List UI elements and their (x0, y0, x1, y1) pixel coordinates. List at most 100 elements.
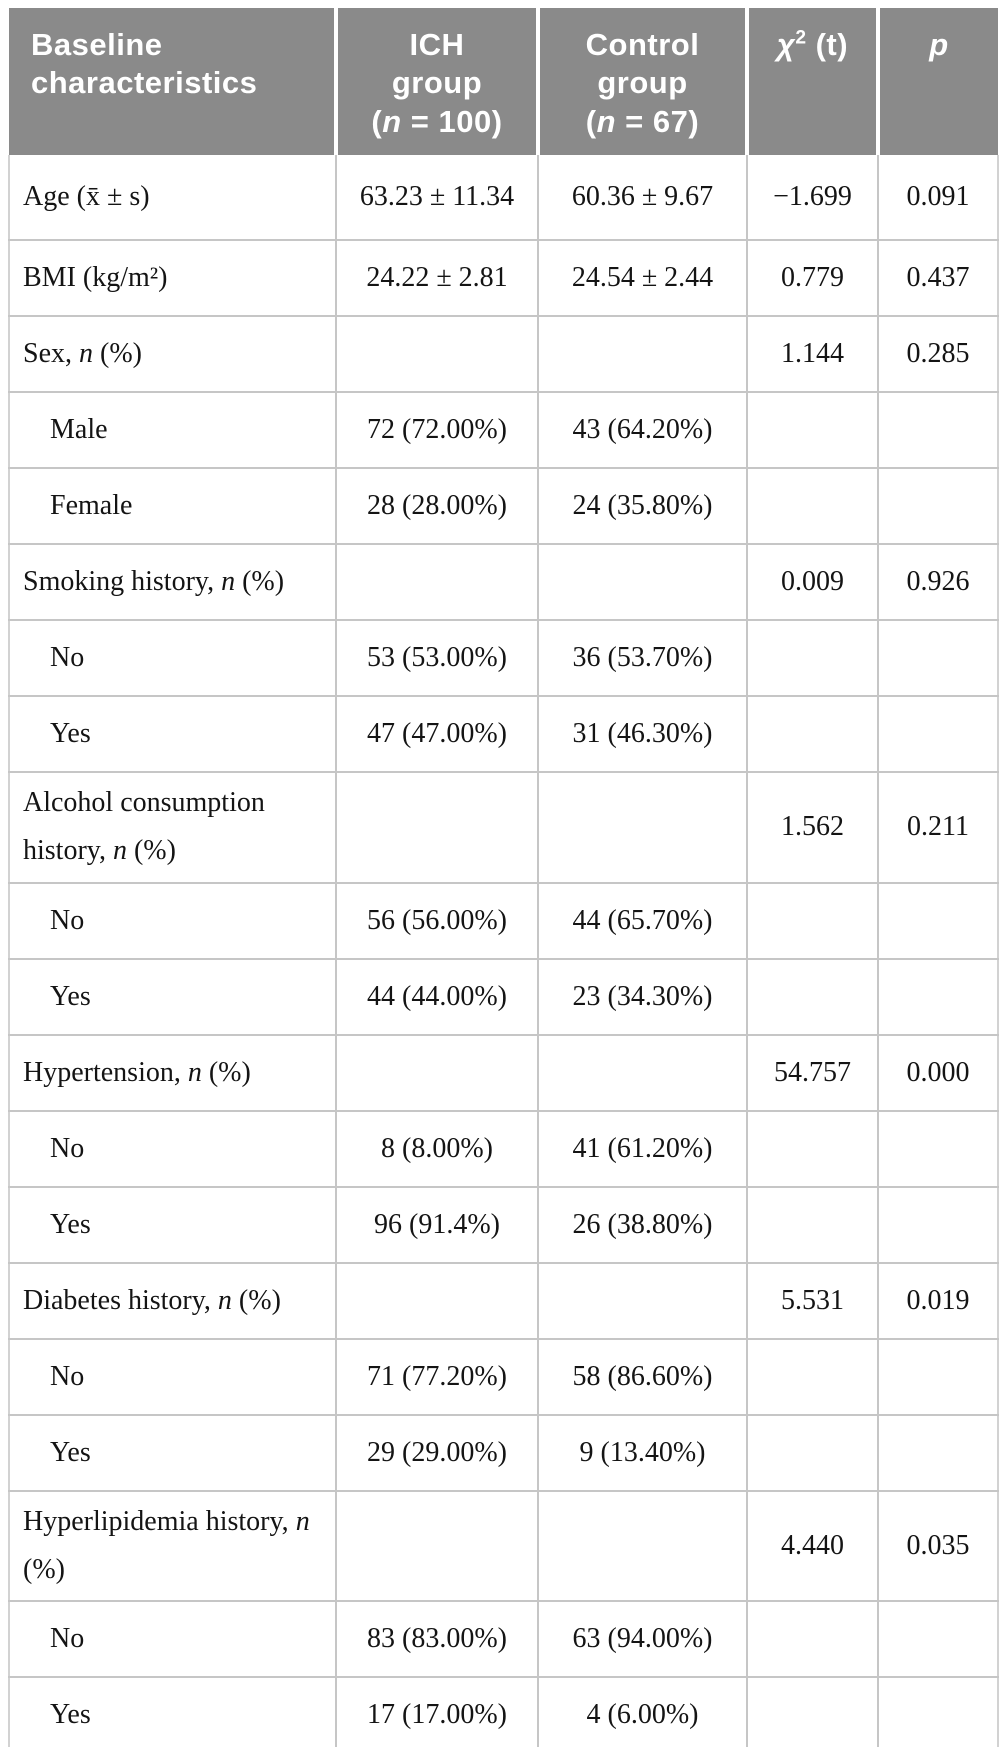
ich-group-value: 8 (8.00%) (335, 1109, 539, 1188)
control-group-value (537, 771, 748, 884)
row-label: Smoking history, n (%) (8, 543, 337, 622)
ich-group-value: 17 (17.00%) (335, 1675, 539, 1747)
chi-square-value (746, 391, 879, 470)
header-chi-square-t: χ2 (t) (745, 8, 880, 156)
row-label: Yes (8, 957, 337, 1036)
control-group-value (537, 543, 748, 622)
p-value: 0.091 (877, 155, 999, 242)
ich-group-value: 24.22 ± 2.81 (335, 239, 539, 318)
ich-group-value (335, 315, 539, 394)
p-value (877, 695, 999, 774)
control-group-value (537, 1033, 748, 1112)
control-group-value (537, 1489, 748, 1602)
control-group-value: 9 (13.40%) (537, 1413, 748, 1492)
chi-square-value: 0.009 (746, 543, 879, 622)
p-value: 0.437 (877, 239, 999, 318)
row-label: No (8, 619, 337, 698)
table-row: Yes 47 (47.00%) 31 (46.30%) (8, 695, 999, 774)
chi-square-value: 4.440 (746, 1489, 879, 1602)
ich-group-value (335, 1489, 539, 1602)
control-group-value: 58 (86.60%) (537, 1337, 748, 1416)
p-value (877, 957, 999, 1036)
row-label: Sex, n (%) (8, 315, 337, 394)
table-header: Baseline characteristics ICH group (n = 10… (9, 8, 998, 156)
chi-square-value (746, 1599, 879, 1678)
header-baseline-characteristics: Baseline characteristics (9, 8, 338, 156)
ich-group-value: 53 (53.00%) (335, 619, 539, 698)
header-row: Baseline characteristics ICH group (n = 10… (9, 8, 998, 156)
control-group-value: 36 (53.70%) (537, 619, 748, 698)
chi-square-value: 1.144 (746, 315, 879, 394)
row-label: No (8, 1599, 337, 1678)
chi-square-value (746, 1337, 879, 1416)
p-value (877, 1675, 999, 1747)
ich-group-value: 63.23 ± 11.34 (335, 155, 539, 242)
control-group-value: 26 (38.80%) (537, 1185, 748, 1264)
chi-square-value: −1.699 (746, 155, 879, 242)
row-label: Yes (8, 1675, 337, 1747)
chi-square-value (746, 695, 879, 774)
p-value: 0.035 (877, 1489, 999, 1602)
ich-group-value (335, 771, 539, 884)
chi-square-value (746, 467, 879, 546)
control-group-value: 44 (65.70%) (537, 881, 748, 960)
row-label: No (8, 1337, 337, 1416)
p-value (877, 619, 999, 698)
row-label: Yes (8, 1413, 337, 1492)
ich-group-value: 29 (29.00%) (335, 1413, 539, 1492)
chi-square-value: 5.531 (746, 1261, 879, 1340)
chi-square-value (746, 1109, 879, 1188)
control-group-value: 4 (6.00%) (537, 1675, 748, 1747)
control-group-value: 31 (46.30%) (537, 695, 748, 774)
header-ich-group: ICH group (n = 100) (334, 8, 540, 156)
row-label: No (8, 881, 337, 960)
row-label: No (8, 1109, 337, 1188)
row-label: Male (8, 391, 337, 470)
header-control-group: Control group (n = 67) (536, 8, 749, 156)
p-value: 0.211 (877, 771, 999, 884)
ich-group-value (335, 1033, 539, 1112)
control-group-value: 63 (94.00%) (537, 1599, 748, 1678)
table-body: Age (x̄ ± s) 63.23 ± 11.34 60.36 ± 9.67 −1.… (8, 155, 999, 1747)
table-row: Diabetes history, n (%) 5.531 0.019 (8, 1261, 999, 1340)
table-row: No 53 (53.00%) 36 (53.70%) (8, 619, 999, 698)
chi-square-value (746, 957, 879, 1036)
table-row: Yes 17 (17.00%) 4 (6.00%) (8, 1675, 999, 1747)
control-group-value: 60.36 ± 9.67 (537, 155, 748, 242)
p-value (877, 881, 999, 960)
ich-group-value: 96 (91.4%) (335, 1185, 539, 1264)
p-value: 0.000 (877, 1033, 999, 1112)
table-row: No 83 (83.00%) 63 (94.00%) (8, 1599, 999, 1678)
chi-square-value: 1.562 (746, 771, 879, 884)
p-value: 0.019 (877, 1261, 999, 1340)
table-row: No 71 (77.20%) 58 (86.60%) (8, 1337, 999, 1416)
table-row: No 8 (8.00%) 41 (61.20%) (8, 1109, 999, 1188)
row-label: Hypertension, n (%) (8, 1033, 337, 1112)
ich-group-value: 28 (28.00%) (335, 467, 539, 546)
row-label: Alcohol consumption history, n (%) (8, 771, 337, 884)
p-value (877, 1599, 999, 1678)
p-value: 0.285 (877, 315, 999, 394)
table-row: Sex, n (%) 1.144 0.285 (8, 315, 999, 394)
p-value (877, 467, 999, 546)
chi-square-value (746, 1675, 879, 1747)
row-label: Age (x̄ ± s) (8, 155, 337, 242)
control-group-value: 24.54 ± 2.44 (537, 239, 748, 318)
table-row: Female 28 (28.00%) 24 (35.80%) (8, 467, 999, 546)
control-group-value (537, 315, 748, 394)
baseline-characteristics-table: Baseline characteristics ICH group (n = 10… (8, 8, 999, 1747)
chi-square-value (746, 1185, 879, 1264)
ich-group-value: 83 (83.00%) (335, 1599, 539, 1678)
row-label: Hyperlipidemia history, n (%) (8, 1489, 337, 1602)
control-group-value: 23 (34.30%) (537, 957, 748, 1036)
row-label: Yes (8, 695, 337, 774)
row-label: Yes (8, 1185, 337, 1264)
chi-square-value (746, 619, 879, 698)
chi-square-value: 54.757 (746, 1033, 879, 1112)
p-value: 0.926 (877, 543, 999, 622)
ich-group-value (335, 1261, 539, 1340)
p-value (877, 1185, 999, 1264)
ich-group-value: 72 (72.00%) (335, 391, 539, 470)
row-label: BMI (kg/m²) (8, 239, 337, 318)
p-value (877, 1337, 999, 1416)
